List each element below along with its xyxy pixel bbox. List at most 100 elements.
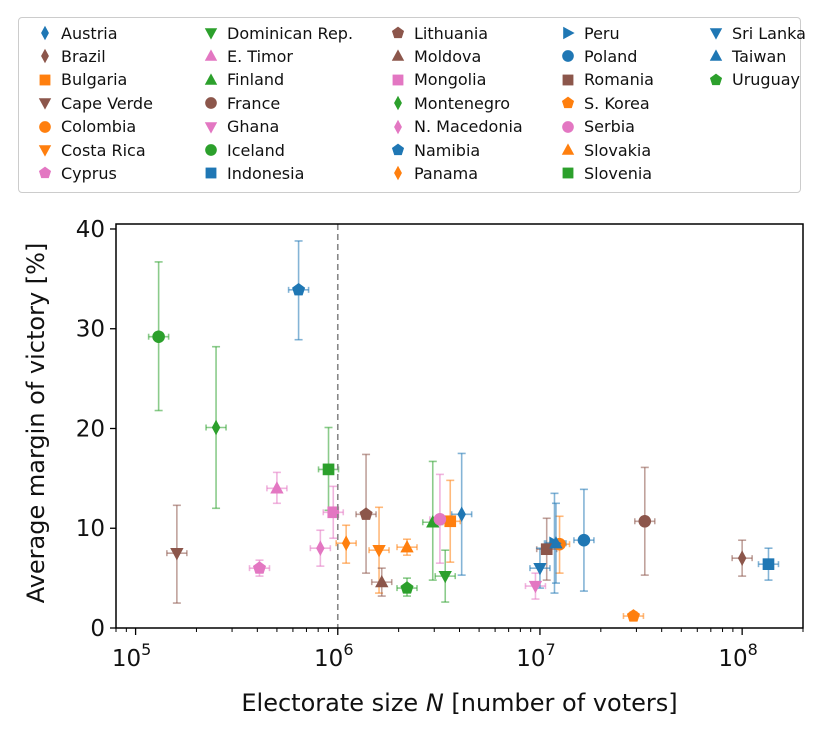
legend-label: Colombia: [61, 117, 137, 137]
marker-austria: [457, 506, 466, 523]
legend-marker-s-korea: [561, 96, 575, 109]
x-tick-label-1e7: 107: [516, 640, 555, 672]
legend-marker-indonesia: [205, 167, 217, 179]
legend-symbol-s-korea: [561, 96, 575, 109]
y-axis-label: Average margin of victory [%]: [22, 243, 50, 604]
legend-label: E. Timor: [227, 46, 293, 66]
legend-item-iceland: Iceland: [199, 139, 285, 161]
legend-item-indonesia: Indonesia: [199, 162, 304, 184]
legend-marker-ghana: [204, 121, 218, 134]
legend-label: Cape Verde: [61, 93, 153, 113]
marker-uruguay: [400, 581, 414, 594]
legend-marker-slovenia: [562, 167, 574, 179]
y-tick-label-10: 10: [76, 516, 105, 542]
legend-marker-dominican-rep: [204, 28, 218, 40]
x-axis-label-var: N: [426, 689, 444, 717]
legend-marker-e-timor: [204, 49, 218, 62]
legend-item-taiwan: Taiwan: [704, 45, 786, 67]
legend-item-poland: Poland: [556, 45, 637, 67]
legend-item-panama: Panama: [386, 162, 478, 184]
legend-symbol-lithuania: [391, 26, 405, 39]
error-bars: [147, 240, 780, 621]
marker-montenegro: [211, 419, 221, 436]
legend-item-s-korea: S. Korea: [556, 92, 650, 114]
legend-marker-montenegro: [394, 95, 402, 111]
marker-mongolia: [327, 506, 340, 519]
marker-romania: [540, 543, 553, 556]
legend-label: Panama: [414, 163, 479, 183]
legend-label: Ghana: [227, 117, 280, 137]
legend-marker-france: [205, 97, 217, 110]
marker-ghana: [528, 580, 543, 594]
legend-symbol-costa-rica: [38, 145, 52, 157]
legend-label: Serbia: [584, 117, 635, 137]
marker-dominican-rep: [438, 570, 452, 584]
legend-symbol-mongolia: [392, 74, 404, 86]
x-tick-label-1e6: 106: [314, 640, 353, 672]
legend-label: Montenegro: [414, 93, 511, 113]
marker-e-timor: [270, 481, 284, 494]
marker-taiwan: [549, 536, 563, 549]
legend-item-mongolia: Mongolia: [386, 69, 486, 91]
data-markers: [152, 282, 775, 622]
legend-marker-brazil: [41, 49, 49, 64]
legend-marker-peru: [563, 26, 575, 40]
legend-label: Peru: [584, 23, 620, 43]
legend-label: Moldova: [414, 46, 482, 66]
marker-lithuania: [359, 507, 373, 520]
legend-label: Romania: [584, 70, 654, 90]
legend-symbol-slovenia: [562, 167, 574, 179]
legend-marker-slovakia: [561, 143, 575, 155]
x-tick-label-1e5: 105: [112, 640, 151, 672]
legend-label: S. Korea: [584, 93, 650, 113]
legend-item-france: France: [199, 92, 280, 114]
legend-item-ghana: Ghana: [199, 116, 279, 138]
legend-symbol-namibia: [391, 143, 405, 156]
legend-label: Brazil: [61, 46, 106, 66]
marker-cyprus: [252, 561, 267, 574]
legend-symbol-slovakia: [561, 143, 575, 155]
legend-label: Sri Lanka: [732, 23, 806, 43]
legend-item-finland: Finland: [199, 69, 284, 91]
legend-item-e-timor: E. Timor: [199, 45, 293, 67]
marker-cape-verde: [170, 548, 184, 561]
legend-symbol-ghana: [204, 121, 218, 134]
x-axis-label-suffix: [number of voters]: [444, 689, 678, 717]
x-tick-label-1e8: 108: [718, 640, 757, 672]
legend-marker-austria: [41, 25, 49, 41]
legend-label: France: [227, 93, 281, 113]
marker-s-korea: [626, 609, 640, 622]
legend-marker-colombia: [39, 120, 51, 133]
legend-marker-moldova: [391, 49, 405, 62]
legend-item-brazil: Brazil: [33, 45, 106, 67]
marker-slovenia: [322, 463, 335, 476]
marker-iceland: [152, 330, 165, 344]
legend: Austria Brazil Bulgaria Cape Verde Colombia C…: [18, 17, 806, 193]
legend-symbol-finland: [204, 73, 218, 85]
legend-label: Poland: [584, 46, 638, 66]
marker-panama: [341, 535, 351, 551]
legend-item-slovakia: Slovakia: [556, 139, 651, 161]
marker-slovakia: [400, 540, 414, 553]
legend-item-slovenia: Slovenia: [556, 162, 652, 184]
legend-marker-cyprus: [38, 167, 52, 179]
legend-symbol-dominican-rep: [204, 28, 218, 40]
legend-symbol-montenegro: [394, 95, 402, 111]
marker-costa-rica: [372, 545, 386, 558]
marker-poland: [577, 533, 591, 547]
legend-item-dominican-rep: Dominican Rep.: [199, 22, 353, 44]
legend-symbol-sri-lanka: [709, 28, 723, 40]
legend-item-moldova: Moldova: [386, 45, 481, 67]
y-tick-label-40: 40: [76, 217, 105, 243]
marker-n-macedonia: [316, 540, 325, 556]
legend-symbol-peru: [563, 26, 575, 40]
legend-item-austria: Austria: [33, 22, 118, 44]
x-axis-label: Electorate size N [number of voters]: [241, 689, 677, 717]
legend-marker-uruguay: [709, 73, 723, 85]
marker-france: [638, 514, 652, 528]
marker-moldova: [375, 574, 389, 588]
legend-item-lithuania: Lithuania: [386, 22, 488, 44]
legend-symbol-bulgaria: [39, 74, 51, 86]
legend-marker-finland: [204, 73, 218, 85]
